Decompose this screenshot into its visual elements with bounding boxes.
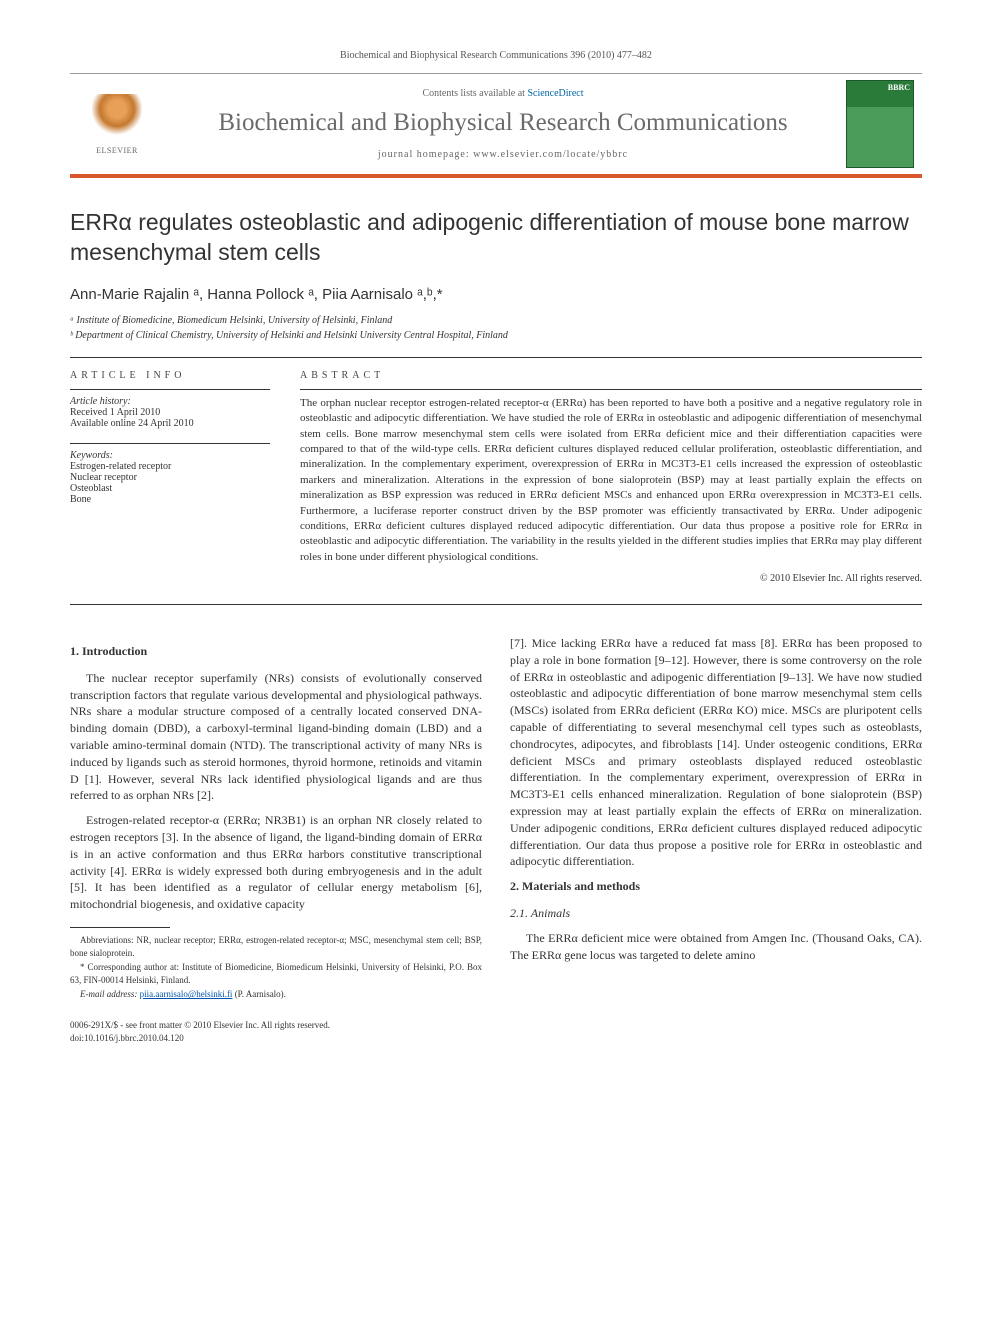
- abstract-heading: ABSTRACT: [300, 370, 922, 381]
- journal-cover-thumbnail: BBRC: [846, 80, 914, 168]
- header-center: Contents lists available at ScienceDirec…: [164, 80, 842, 168]
- paragraph: The ERRα deficient mice were obtained fr…: [510, 930, 922, 964]
- email-suffix: (P. Aarnisalo).: [232, 989, 286, 999]
- footnote-abbrev: Abbreviations: NR, nuclear receptor; ERR…: [70, 934, 482, 959]
- footnote-email: E-mail address: piia.aarnisalo@helsinki.…: [70, 988, 482, 1001]
- keyword: Osteoblast: [70, 483, 270, 494]
- received-date: Received 1 April 2010: [70, 407, 270, 418]
- affiliation-b: ᵇ Department of Clinical Chemistry, Univ…: [70, 330, 922, 341]
- footnote-separator: [70, 927, 170, 928]
- available-date: Available online 24 April 2010: [70, 418, 270, 429]
- contents-prefix: Contents lists available at: [422, 88, 527, 99]
- divider-top: [70, 357, 922, 358]
- info-abstract-row: ARTICLE INFO Article history: Received 1…: [70, 370, 922, 584]
- bbrc-cover-label: BBRC: [888, 84, 910, 92]
- header-citation: Biochemical and Biophysical Research Com…: [70, 50, 922, 61]
- keyword: Estrogen-related receptor: [70, 461, 270, 472]
- doi-line: doi:10.1016/j.bbrc.2010.04.120: [70, 1032, 330, 1045]
- column-right: [7]. Mice lacking ERRα have a reduced fa…: [510, 635, 922, 1044]
- keyword: Bone: [70, 494, 270, 505]
- body-columns: 1. Introduction The nuclear receptor sup…: [70, 635, 922, 1044]
- elsevier-tree-icon: [92, 94, 142, 144]
- keywords-section: Keywords: Estrogen-related receptor Nucl…: [70, 450, 270, 505]
- keywords-label: Keywords:: [70, 450, 270, 461]
- section-2-1-heading: 2.1. Animals: [510, 905, 922, 922]
- article-title: ERRα regulates osteoblastic and adipogen…: [70, 208, 922, 268]
- email-label: E-mail address:: [80, 989, 140, 999]
- keyword: Nuclear receptor: [70, 472, 270, 483]
- sciencedirect-link[interactable]: ScienceDirect: [527, 88, 583, 99]
- history-label: Article history:: [70, 396, 270, 407]
- abstract-copyright: © 2010 Elsevier Inc. All rights reserved…: [300, 573, 922, 584]
- authors-line: Ann-Marie Rajalin ᵃ, Hanna Pollock ᵃ, Pi…: [70, 286, 922, 303]
- affiliation-a: ᵃ Institute of Biomedicine, Biomedicum H…: [70, 315, 922, 326]
- article-info-column: ARTICLE INFO Article history: Received 1…: [70, 370, 270, 584]
- contents-line: Contents lists available at ScienceDirec…: [164, 88, 842, 99]
- footer-content: 0006-291X/$ - see front matter © 2010 El…: [70, 1019, 330, 1044]
- abstract-column: ABSTRACT The orphan nuclear receptor est…: [300, 370, 922, 584]
- info-divider-2: [70, 443, 270, 444]
- paragraph: Estrogen-related receptor-α (ERRα; NR3B1…: [70, 812, 482, 913]
- elsevier-label: ELSEVIER: [96, 146, 138, 155]
- paragraph: The nuclear receptor superfamily (NRs) c…: [70, 670, 482, 804]
- footer-left: 0006-291X/$ - see front matter © 2010 El…: [70, 1019, 482, 1044]
- article-info-heading: ARTICLE INFO: [70, 370, 270, 381]
- front-matter-line: 0006-291X/$ - see front matter © 2010 El…: [70, 1019, 330, 1032]
- email-link[interactable]: piia.aarnisalo@helsinki.fi: [140, 989, 233, 999]
- footnote-corresponding: * Corresponding author at: Institute of …: [70, 961, 482, 986]
- journal-name: Biochemical and Biophysical Research Com…: [164, 109, 842, 137]
- section-1-heading: 1. Introduction: [70, 643, 482, 660]
- footnotes: Abbreviations: NR, nuclear receptor; ERR…: [70, 934, 482, 1001]
- journal-homepage: journal homepage: www.elsevier.com/locat…: [164, 149, 842, 160]
- page-container: Biochemical and Biophysical Research Com…: [0, 0, 992, 1094]
- elsevier-logo: ELSEVIER: [82, 84, 152, 164]
- abstract-divider: [300, 389, 922, 390]
- divider-mid: [70, 604, 922, 605]
- section-2-heading: 2. Materials and methods: [510, 878, 922, 895]
- paragraph: [7]. Mice lacking ERRα have a reduced fa…: [510, 635, 922, 870]
- journal-header: ELSEVIER Contents lists available at Sci…: [70, 73, 922, 178]
- column-left: 1. Introduction The nuclear receptor sup…: [70, 635, 482, 1044]
- abstract-text: The orphan nuclear receptor estrogen-rel…: [300, 396, 922, 565]
- info-divider-1: [70, 389, 270, 390]
- article-history-section: Article history: Received 1 April 2010 A…: [70, 396, 270, 429]
